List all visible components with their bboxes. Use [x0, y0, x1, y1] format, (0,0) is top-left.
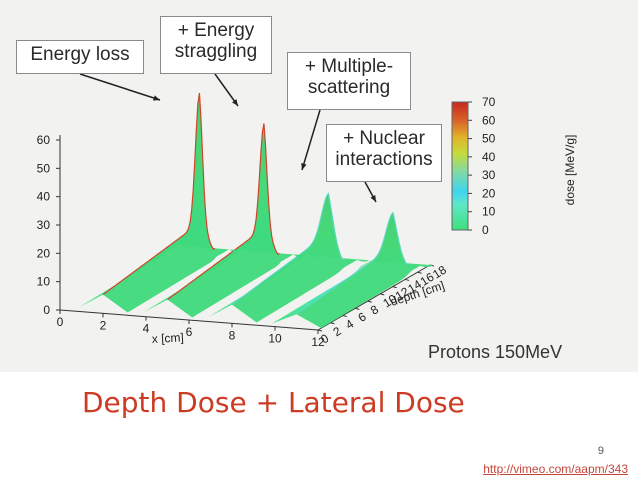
depth-tick-mark — [355, 307, 360, 310]
colorbar-tick-label: 0 — [482, 223, 489, 237]
dose-ridge-front — [296, 212, 434, 329]
colorbar-gradient — [451, 101, 469, 231]
x-tick-label: 10 — [268, 332, 282, 346]
depth-tick-label: 2 — [331, 324, 344, 340]
colorbar-tick-label: 40 — [482, 150, 496, 164]
plot-subtitle: Protons 150MeV — [428, 342, 563, 362]
x-tick-label: 6 — [186, 325, 193, 339]
callout-multiple-scattering: + Multiple- scattering — [287, 52, 411, 110]
dose-ridges — [78, 92, 434, 329]
depth-tick-mark — [330, 322, 335, 325]
callout-pointer — [214, 73, 239, 107]
colorbar: 0 10 20 30 40 50 60 70 dose [MeV/g] — [451, 95, 577, 237]
callout-pointer — [301, 109, 321, 171]
depth-tick-mark — [317, 329, 323, 332]
x-tick-label: 2 — [100, 318, 107, 332]
x-tick-label: 0 — [57, 315, 64, 329]
depth-tick-mark — [380, 293, 385, 296]
callout-arrowhead — [370, 195, 376, 202]
depth-tick-mark — [404, 278, 410, 281]
depth-tick-mark — [342, 315, 348, 318]
colorbar-tick-label: 50 — [482, 132, 496, 146]
callout-arrowhead — [232, 99, 238, 106]
slide-number: 9 — [597, 445, 604, 457]
dose-ridge-crest — [296, 211, 409, 315]
depth-tick-label: 6 — [356, 309, 369, 325]
depth-axis-line — [317, 264, 431, 331]
dose-ridge-front — [167, 123, 305, 318]
dose-ridge-front — [232, 193, 369, 323]
x-tick-label: 8 — [229, 328, 236, 342]
z-tick-label: 30 — [37, 218, 51, 232]
dose-ridge-crest — [102, 92, 216, 296]
depth-tick-mark — [392, 286, 397, 289]
dose-ridge-front — [103, 93, 240, 313]
depth-tick-label: 4 — [343, 317, 356, 333]
z-tick-label: 50 — [37, 161, 51, 175]
callout-arrowhead — [301, 163, 307, 170]
z-tick-label: 20 — [37, 246, 51, 260]
callout-nuclear-interactions: + Nuclear interactions — [326, 124, 442, 182]
colorbar-tick-label: 60 — [482, 113, 496, 127]
z-tick-label: 10 — [37, 275, 51, 289]
x-tick-label: 4 — [143, 322, 150, 336]
callout-pointer — [79, 73, 161, 101]
dose-ridge-crest — [231, 192, 345, 306]
colorbar-tick-label: 20 — [482, 186, 496, 200]
colorbar-title: dose [MeV/g] — [563, 135, 577, 206]
z-tick-label: 0 — [43, 303, 50, 317]
dose-ridge-crest — [167, 123, 280, 301]
colorbar-tick-label: 10 — [482, 205, 496, 219]
z-tick-label: 60 — [37, 133, 51, 147]
depth-tick-mark — [367, 300, 372, 303]
colorbar-tick-label: 70 — [482, 95, 496, 109]
x-axis-title: x [cm] — [151, 330, 184, 346]
callout-arrowhead — [153, 95, 160, 101]
depth-tick-mark — [417, 271, 422, 274]
depth-tick-label: 8 — [368, 302, 381, 318]
callout-energy-straggling: + Energy straggling — [160, 16, 272, 74]
callout-energy-loss: Energy loss — [16, 40, 144, 74]
colorbar-tick-label: 30 — [482, 168, 496, 182]
z-tick-label: 40 — [37, 190, 51, 204]
source-link[interactable]: http://vimeo.com/aapm/343 — [483, 462, 628, 476]
slide-title: Depth Dose + Lateral Dose — [82, 386, 465, 419]
x-tick-label: 12 — [311, 335, 325, 349]
figure-panel: 0 10 20 30 40 50 60 0 2 4 6 8 10 12 0 2 4 6 8 10 12 14 16 18 x [… — [0, 0, 638, 372]
